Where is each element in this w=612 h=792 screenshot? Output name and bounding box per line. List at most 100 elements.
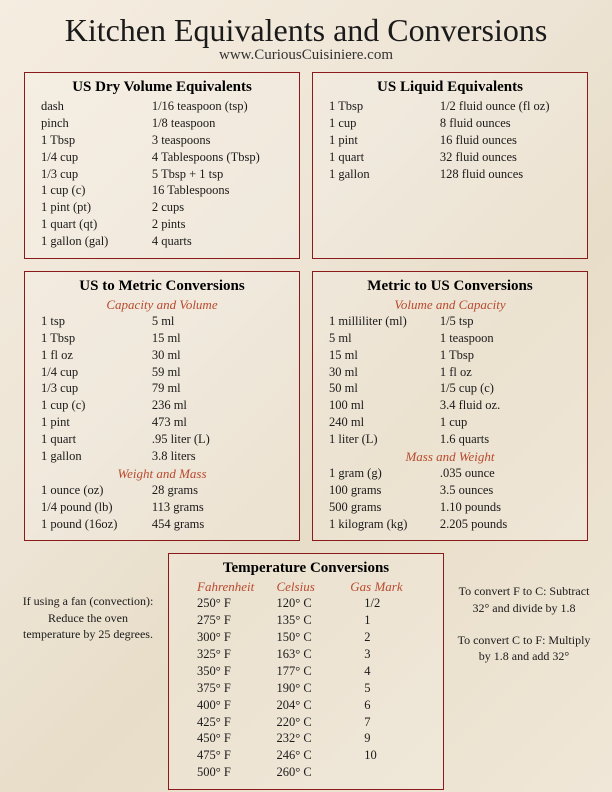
temp-cell: 1/2 [350,595,429,612]
formula-notes: To convert F to C: Subtract 32° and divi… [454,553,594,680]
cell-left: 1 liter (L) [323,431,440,448]
temperature-section: If using a fan (convection): Reduce the … [0,553,612,790]
cell-left: 100 ml [323,397,440,414]
table-row: 1 cup (c)16 Tablespoons [35,182,289,199]
wt-section-title: Weight and Mass [35,466,289,482]
temp-cell: 3 [350,646,429,663]
temp-cell: 135° C [276,612,350,629]
cell-right: 5 ml [152,313,289,330]
cell-left: dash [35,98,152,115]
cell-left: 1/4 pound (lb) [35,499,152,516]
mass-section-title: Mass and Weight [323,449,577,465]
cell-left: 1/3 cup [35,380,152,397]
cell-right: 1 cup [440,414,577,431]
cell-left: 100 grams [323,482,440,499]
table-row: 1/4 cup4 Tablespoons (Tbsp) [35,149,289,166]
temp-row: 375° F190° C5 [183,680,429,697]
table-row: 1 quart32 fluid ounces [323,149,577,166]
cell-left: 50 ml [323,380,440,397]
temp-cell: 177° C [276,663,350,680]
cell-right: 2 pints [152,216,289,233]
table-row: 1 kilogram (kg)2.205 pounds [323,516,577,533]
cell-left: 1 kilogram (kg) [323,516,440,533]
cell-left: 1 quart (qt) [35,216,152,233]
temp-row: 450° F232° C9 [183,730,429,747]
vol-rows: 1 milliliter (ml)1/5 tsp5 ml1 teaspoon15… [323,313,577,448]
cell-right: 1/8 teaspoon [152,115,289,132]
metric-us-panel: Metric to US Conversions Volume and Capa… [312,271,588,542]
table-row: 1 ounce (oz)28 grams [35,482,289,499]
cell-left: 1 cup (c) [35,397,152,414]
cell-left: 1 pint (pt) [35,199,152,216]
table-row: 15 ml1 Tbsp [323,347,577,364]
cell-right: 8 fluid ounces [440,115,577,132]
temp-cell: 400° F [183,697,276,714]
table-row: 500 grams1.10 pounds [323,499,577,516]
temp-cell: 150° C [276,629,350,646]
cell-right: 3.8 liters [152,448,289,465]
cell-left: 1 ounce (oz) [35,482,152,499]
cell-left: 1 quart [323,149,440,166]
cell-right: 28 grams [152,482,289,499]
cell-left: 1/3 cup [35,166,152,183]
cap-rows: 1 tsp5 ml1 Tbsp15 ml1 fl oz30 ml1/4 cup5… [35,313,289,465]
temp-cell: 300° F [183,629,276,646]
table-row: 50 ml1/5 cup (c) [323,380,577,397]
temp-cell: 190° C [276,680,350,697]
table-row: 1 Tbsp3 teaspoons [35,132,289,149]
cell-right: 30 ml [152,347,289,364]
temp-cell: 9 [350,730,429,747]
wt-rows: 1 ounce (oz)28 grams1/4 pound (lb)113 gr… [35,482,289,533]
temp-cell: 325° F [183,646,276,663]
dry-rows: dash1/16 teaspoon (tsp)pinch1/8 teaspoon… [35,98,289,250]
table-row: 1/3 cup79 ml [35,380,289,397]
subtitle: www.CuriousCuisiniere.com [0,47,612,64]
table-row: 5 ml1 teaspoon [323,330,577,347]
temp-rows: 250° F120° C1/2275° F135° C1300° F150° C… [183,595,429,781]
temp-cell: 10 [350,747,429,764]
temp-cell: 6 [350,697,429,714]
liquid-rows: 1 Tbsp1/2 fluid ounce (fl oz)1 cup8 flui… [323,98,577,182]
temperature-panel: Temperature Conversions Fahrenheit Celsi… [168,553,444,790]
temp-cell: 275° F [183,612,276,629]
temp-cell: 475° F [183,747,276,764]
table-row: 1 cup8 fluid ounces [323,115,577,132]
cell-right: 128 fluid ounces [440,166,577,183]
temp-cell: 5 [350,680,429,697]
table-row: 1/4 cup59 ml [35,364,289,381]
temp-cell: 220° C [276,714,350,731]
page-title: Kitchen Equivalents and Conversions [0,0,612,49]
mass-rows: 1 gram (g).035 ounce100 grams3.5 ounces5… [323,465,577,533]
cell-right: 5 Tbsp + 1 tsp [152,166,289,183]
cell-right: 1 fl oz [440,364,577,381]
cap-section-title: Capacity and Volume [35,297,289,313]
table-row: dash1/16 teaspoon (tsp) [35,98,289,115]
cell-right: 1.10 pounds [440,499,577,516]
cell-right: 79 ml [152,380,289,397]
temp-cell: 260° C [276,764,350,781]
temp-row: 275° F135° C1 [183,612,429,629]
cell-right: 113 grams [152,499,289,516]
table-row: 1/3 cup5 Tbsp + 1 tsp [35,166,289,183]
table-row: 1 cup (c)236 ml [35,397,289,414]
temp-row: 425° F220° C7 [183,714,429,731]
temp-cell: 7 [350,714,429,731]
cell-left: 1 cup [323,115,440,132]
main-grid: US Dry Volume Equivalents dash1/16 teasp… [0,72,612,541]
cell-left: 1 gallon (gal) [35,233,152,250]
cell-right: 16 fluid ounces [440,132,577,149]
temp-header: Fahrenheit Celsius Gas Mark [183,579,429,595]
cell-right: 1 Tbsp [440,347,577,364]
temp-cell: 425° F [183,714,276,731]
dry-title: US Dry Volume Equivalents [35,79,289,96]
cell-right: 1/5 tsp [440,313,577,330]
temp-cell: 246° C [276,747,350,764]
table-row: 1 gallon (gal)4 quarts [35,233,289,250]
table-row: 1 gallon3.8 liters [35,448,289,465]
temp-row: 350° F177° C4 [183,663,429,680]
liquid-panel: US Liquid Equivalents 1 Tbsp1/2 fluid ou… [312,72,588,259]
vol-section-title: Volume and Capacity [323,297,577,313]
cell-right: 4 Tablespoons (Tbsp) [152,149,289,166]
temp-row: 300° F150° C2 [183,629,429,646]
temp-cell: 500° F [183,764,276,781]
